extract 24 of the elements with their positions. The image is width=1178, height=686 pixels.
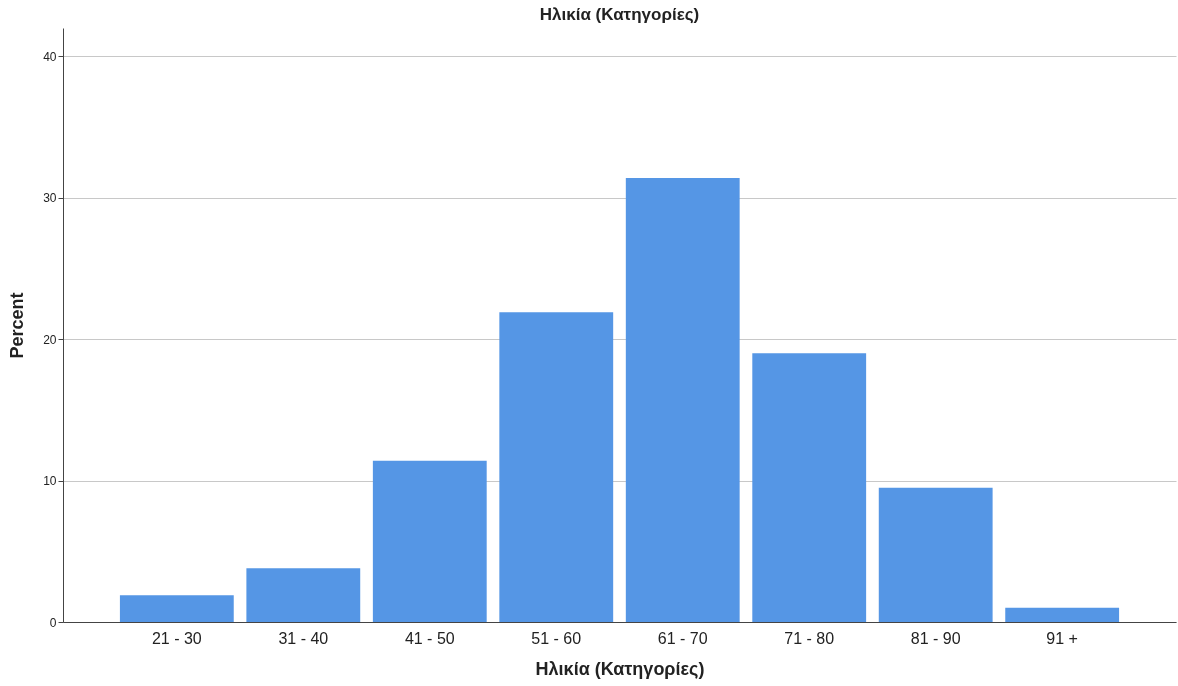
bar bbox=[625, 177, 740, 622]
bar bbox=[752, 353, 867, 622]
x-axis-title: Ηλικία (Κατηγορίες) bbox=[535, 658, 705, 679]
bar bbox=[119, 595, 234, 622]
y-tick-label: 10 bbox=[43, 474, 57, 489]
chart-title: Ηλικία (Κατηγορίες) bbox=[539, 5, 700, 24]
bar bbox=[878, 487, 993, 622]
x-tick-label: 81 - 90 bbox=[910, 629, 961, 647]
y-axis-title: Percent bbox=[7, 292, 28, 359]
bar bbox=[499, 312, 614, 622]
x-tick-label: 21 - 30 bbox=[151, 629, 202, 647]
bar bbox=[1005, 607, 1120, 622]
y-tick-label: 40 bbox=[43, 49, 57, 64]
x-tick-label: 31 - 40 bbox=[278, 629, 329, 647]
bar bbox=[372, 460, 487, 622]
x-tick-label: 71 - 80 bbox=[784, 629, 835, 647]
x-tick-label: 61 - 70 bbox=[657, 629, 708, 647]
y-tick-label: 20 bbox=[43, 332, 57, 347]
x-tick-label: 41 - 50 bbox=[404, 629, 455, 647]
bar bbox=[246, 568, 361, 622]
y-tick-label: 0 bbox=[49, 615, 57, 630]
x-tick-label: 51 - 60 bbox=[531, 629, 582, 647]
y-tick-label: 30 bbox=[43, 191, 57, 206]
x-tick-label: 91 + bbox=[1046, 629, 1078, 647]
